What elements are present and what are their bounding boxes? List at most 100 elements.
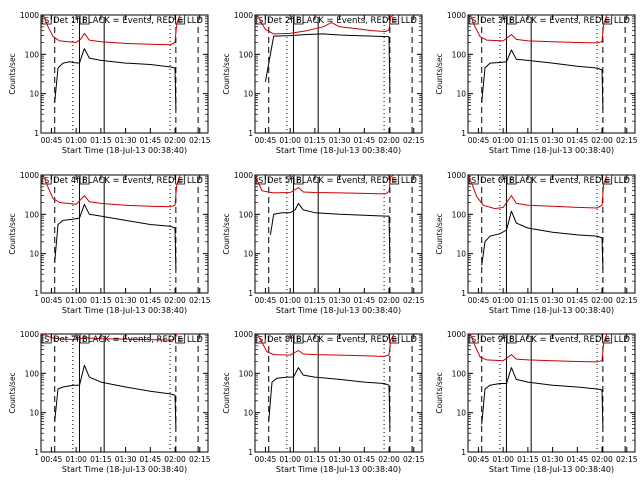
y-axis-label: Counts/sec (435, 372, 444, 413)
x-tick-label: 01:15 (517, 296, 539, 305)
marker-box (602, 333, 613, 344)
x-tick-label: 02:15 (403, 136, 425, 145)
y-axis-label: Counts/sec (435, 213, 444, 254)
lld-series-line (42, 14, 181, 46)
y-tick-label: 1 (34, 289, 39, 298)
x-tick-label: 01:30 (329, 455, 351, 464)
x-tick-label: 01:30 (542, 455, 564, 464)
x-tick-label: 02:00 (378, 455, 400, 464)
marker-label: F (296, 335, 301, 344)
y-tick-label: 1000 (234, 11, 253, 20)
x-tick-label: 01:45 (354, 136, 376, 145)
x-tick-label: 01:00 (65, 296, 87, 305)
events-series-line (268, 367, 391, 429)
marker-box (506, 174, 517, 185)
y-tick-label: 1 (248, 289, 253, 298)
y-axis-label: Counts/sec (222, 213, 231, 254)
y-tick-label: 1000 (20, 11, 39, 20)
x-tick-label: 01:15 (90, 136, 112, 145)
panel-title: Det 7f BLACK = Events, RED = LLD (53, 335, 203, 345)
y-tick-label: 1 (248, 448, 253, 457)
x-axis-label: Start Time (18-Jul-13 00:38:40) (276, 146, 401, 155)
marker-box (79, 174, 90, 185)
x-tick-label: 02:15 (189, 455, 211, 464)
x-tick-label: 00:45 (255, 296, 277, 305)
plot-frame (254, 333, 423, 453)
y-tick-label: 100 (25, 369, 40, 378)
marker-box (79, 14, 90, 25)
marker-box (602, 14, 613, 25)
x-tick-label: 02:15 (189, 136, 211, 145)
y-axis-label: Counts/sec (222, 53, 231, 94)
x-tick-label: 02:00 (164, 455, 186, 464)
marker-label: E (392, 16, 397, 25)
x-axis-label: Start Time (18-Jul-13 00:38:40) (62, 146, 187, 155)
marker-box (389, 174, 400, 185)
x-tick-label: 02:15 (403, 455, 425, 464)
x-axis-label: Start Time (18-Jul-13 00:38:40) (276, 465, 401, 474)
y-tick-label: 1000 (20, 330, 39, 339)
x-tick-label: 01:45 (140, 136, 162, 145)
y-tick-label: 1000 (234, 330, 253, 339)
x-tick-label: 01:45 (567, 136, 589, 145)
plot-frame (467, 14, 636, 134)
x-tick-label: 01:00 (65, 455, 87, 464)
lld-series-line (42, 333, 180, 341)
y-tick-label: 100 (25, 50, 40, 59)
marker-label: E (392, 335, 397, 344)
x-tick-label: 00:45 (468, 455, 490, 464)
x-tick-label: 01:00 (492, 136, 514, 145)
x-tick-label: 02:15 (403, 296, 425, 305)
lld-series-line (42, 174, 181, 208)
x-tick-label: 01:45 (567, 455, 589, 464)
events-series-line (54, 203, 177, 270)
x-tick-label: 01:15 (90, 296, 112, 305)
marker-label: F (82, 176, 87, 185)
marker-box (175, 14, 186, 25)
y-tick-label: 10 (456, 250, 466, 259)
events-series-line (481, 210, 604, 270)
x-tick-label: 00:45 (41, 296, 63, 305)
x-axis-label: Start Time (18-Jul-13 00:38:40) (276, 306, 401, 315)
x-tick-label: 01:15 (90, 455, 112, 464)
x-tick-label: 02:00 (164, 136, 186, 145)
events-series-line (54, 364, 177, 429)
x-tick-label: 01:45 (354, 296, 376, 305)
plot-frame (40, 174, 209, 294)
y-tick-label: 1000 (447, 11, 466, 20)
marker-label: E (605, 176, 610, 185)
x-tick-label: 01:30 (115, 296, 137, 305)
marker-label: E (605, 16, 610, 25)
x-tick-label: 00:45 (41, 455, 63, 464)
x-tick-label: 02:00 (164, 296, 186, 305)
marker-box (293, 174, 304, 185)
marker-label: F (509, 16, 514, 25)
x-axis-label: Start Time (18-Jul-13 00:38:40) (489, 146, 614, 155)
marker-box (293, 333, 304, 344)
marker-label: S (471, 335, 476, 344)
y-tick-label: 100 (452, 210, 467, 219)
panel-title: Det 4f BLACK = Events, RED = LLD (53, 176, 203, 186)
x-tick-label: 01:45 (140, 455, 162, 464)
x-tick-label: 01:45 (140, 296, 162, 305)
plot-frame (254, 174, 423, 294)
events-series-line (54, 48, 177, 110)
events-series-line (481, 49, 604, 110)
marker-box (602, 174, 613, 185)
x-tick-label: 02:00 (591, 296, 613, 305)
plot-frame (254, 14, 423, 134)
x-tick-label: 01:00 (279, 136, 301, 145)
marker-label: S (44, 335, 49, 344)
x-tick-label: 01:00 (279, 455, 301, 464)
x-tick-label: 01:30 (329, 136, 351, 145)
marker-box (506, 333, 517, 344)
y-axis-label: Counts/sec (8, 372, 17, 413)
x-tick-label: 01:00 (492, 296, 514, 305)
x-axis-label: Start Time (18-Jul-13 00:38:40) (62, 306, 187, 315)
marker-box (389, 14, 400, 25)
lld-series-line (469, 333, 608, 363)
marker-label: E (178, 176, 183, 185)
y-tick-label: 1 (34, 448, 39, 457)
